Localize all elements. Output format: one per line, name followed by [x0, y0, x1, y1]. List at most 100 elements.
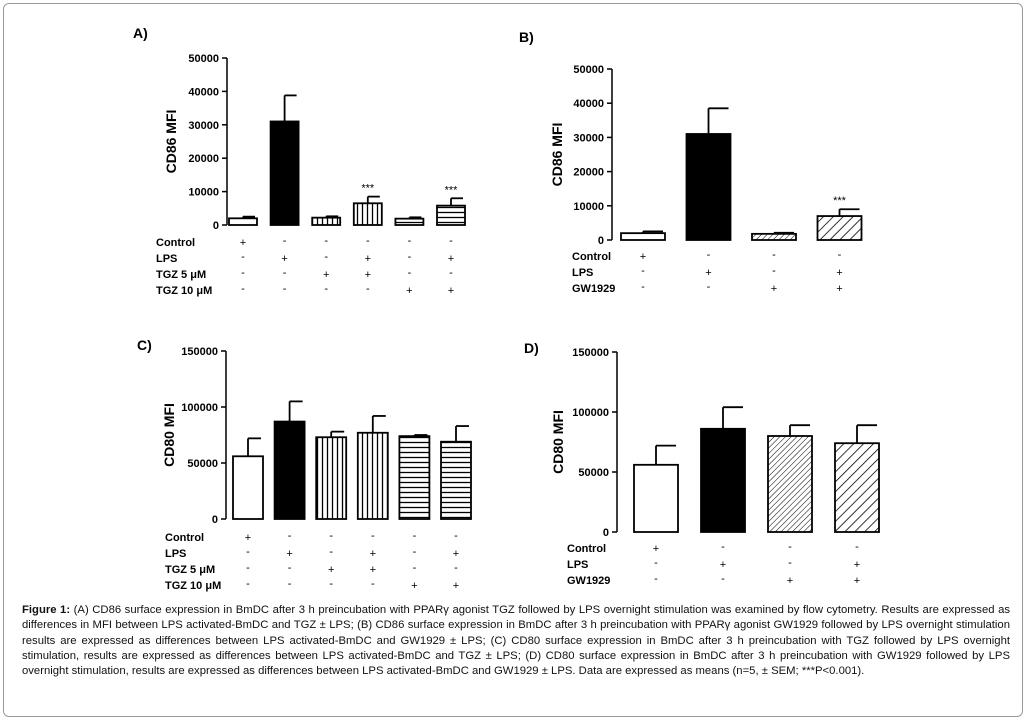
- condition-sign: -: [408, 235, 412, 247]
- condition-sign: +: [406, 285, 412, 297]
- condition-sign: +: [370, 564, 376, 576]
- condition-sign: +: [240, 237, 246, 249]
- condition-sign: -: [772, 249, 776, 261]
- condition-label: LPS: [165, 548, 186, 560]
- condition-sign: -: [246, 546, 250, 558]
- condition-sign: -: [324, 251, 328, 263]
- bar: [436, 204, 466, 226]
- condition-label: Control: [165, 532, 204, 544]
- condition-sign: -: [454, 562, 458, 574]
- figure-charts: A) CD86 MFI 0 10000 20000 30000 40000 50000 *** *…: [133, 25, 880, 592]
- significance-label: ***: [445, 184, 459, 196]
- condition-sign: +: [787, 575, 793, 587]
- condition-sign: -: [246, 578, 250, 590]
- condition-sign: -: [241, 251, 245, 263]
- condition-sign: +: [854, 559, 860, 571]
- condition-label: TGZ 5 μM: [156, 269, 206, 281]
- condition-sign: -: [413, 530, 417, 542]
- bar: [352, 202, 383, 226]
- condition-sign: +: [245, 532, 251, 544]
- bar: [269, 120, 300, 226]
- condition-sign: -: [449, 235, 453, 247]
- condition-sign: +: [836, 267, 842, 279]
- condition-sign: -: [329, 578, 333, 590]
- bar: [228, 217, 258, 226]
- bar: [273, 420, 306, 520]
- condition-sign: -: [788, 541, 792, 553]
- condition-label: LPS: [572, 267, 593, 279]
- condition-sign: -: [707, 249, 711, 261]
- panel-title: D): [524, 340, 539, 356]
- condition-sign: -: [329, 530, 333, 542]
- y-tick-label: 30000: [573, 132, 604, 144]
- condition-sign: +: [720, 559, 726, 571]
- condition-sign: +: [640, 251, 646, 263]
- y-tick-label: 50000: [188, 53, 219, 65]
- condition-sign: -: [283, 267, 287, 279]
- y-tick-label: 40000: [573, 98, 604, 110]
- condition-sign: +: [365, 253, 371, 265]
- condition-sign: +: [411, 580, 417, 592]
- y-axis-label: CD80 MFI: [161, 403, 177, 467]
- y-tick-label: 100000: [572, 407, 609, 419]
- y-axis-label: CD86 MFI: [163, 110, 179, 174]
- bar: [311, 216, 342, 226]
- condition-sign: -: [408, 267, 412, 279]
- bar: [816, 215, 863, 241]
- y-tick-label: 50000: [578, 467, 609, 479]
- condition-sign: +: [705, 267, 711, 279]
- condition-sign: -: [413, 562, 417, 574]
- condition-sign: -: [721, 541, 725, 553]
- bar: [633, 463, 679, 533]
- condition-sign: -: [408, 251, 412, 263]
- condition-sign: -: [246, 562, 250, 574]
- condition-label: Control: [572, 251, 611, 263]
- y-tick-label: 50000: [573, 64, 604, 76]
- y-tick-label: 20000: [188, 153, 219, 165]
- condition-label: Control: [156, 237, 195, 249]
- y-tick-label: 40000: [188, 86, 219, 98]
- condition-sign: -: [288, 562, 292, 574]
- y-tick-label: 20000: [573, 167, 604, 179]
- condition-sign: -: [855, 541, 859, 553]
- condition-sign: +: [365, 269, 371, 281]
- condition-sign: +: [453, 580, 459, 592]
- y-axis-label: CD80 MFI: [550, 410, 566, 474]
- condition-label: LPS: [567, 559, 588, 571]
- condition-label: TGZ 5 μM: [165, 564, 215, 576]
- condition-sign: +: [281, 253, 287, 265]
- condition-sign: +: [286, 548, 292, 560]
- condition-sign: +: [653, 543, 659, 555]
- condition-sign: -: [788, 557, 792, 569]
- condition-sign: +: [453, 548, 459, 560]
- condition-sign: -: [366, 283, 370, 295]
- condition-sign: -: [241, 267, 245, 279]
- condition-sign: -: [371, 578, 375, 590]
- condition-label: GW1929: [572, 283, 615, 295]
- y-tick-label: 0: [598, 235, 604, 247]
- condition-sign: -: [449, 267, 453, 279]
- panel-c-chart: C) CD80 MFI 0 50000 100000 150000 Control + - - - -…: [137, 337, 472, 592]
- panel-b-chart: B) CD86 MFI 0 10000 20000 30000 40000 50000 *** C…: [519, 29, 863, 295]
- figure-frame: [3, 3, 1023, 717]
- panel-title: B): [519, 29, 534, 45]
- condition-sign: -: [288, 530, 292, 542]
- y-axis-label: CD86 MFI: [549, 123, 565, 187]
- panel-title: A): [133, 25, 148, 41]
- condition-sign: -: [654, 557, 658, 569]
- condition-label: LPS: [156, 253, 177, 265]
- condition-label: TGZ 10 μM: [156, 285, 212, 297]
- bar: [834, 442, 880, 533]
- bar: [232, 455, 264, 520]
- condition-sign: -: [324, 283, 328, 295]
- condition-sign: -: [413, 546, 417, 558]
- bar: [685, 133, 732, 241]
- condition-sign: -: [283, 235, 287, 247]
- panel-a-chart: A) CD86 MFI 0 10000 20000 30000 40000 50000 *** *…: [133, 25, 466, 297]
- condition-sign: -: [329, 546, 333, 558]
- figure-caption: Figure 1: (A) CD86 surface expression in…: [22, 603, 1010, 679]
- condition-sign: -: [371, 530, 375, 542]
- condition-sign: -: [707, 281, 711, 293]
- y-tick-label: 150000: [181, 346, 218, 358]
- panel-d-chart: D) CD80 MFI 0 50000 100000 150000 Control + - - - L…: [524, 340, 880, 587]
